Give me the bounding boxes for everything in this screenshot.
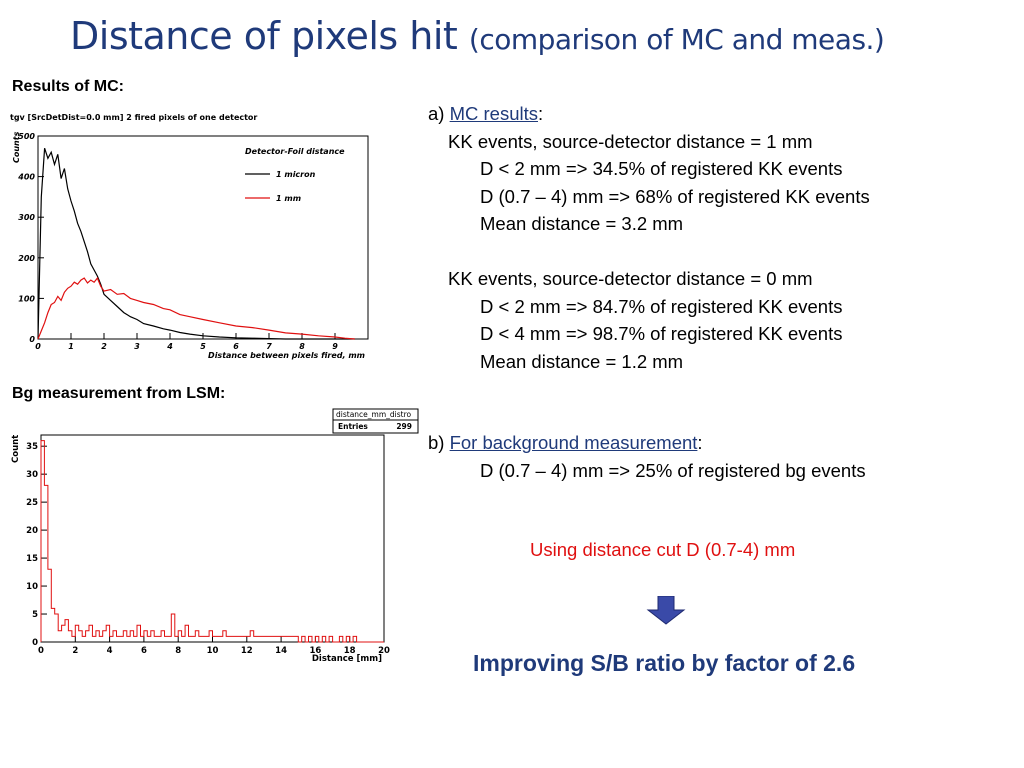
bg-x-axis-label: Distance [mm] bbox=[312, 654, 382, 664]
bg-y-ticks: 0 5 10 15 20 25 30 35 bbox=[26, 442, 47, 648]
bg-y-tick-label: 10 bbox=[26, 582, 38, 592]
bg-x-ticks: 0 2 4 6 8 10 12 14 16 18 20 bbox=[38, 636, 390, 656]
bg-stats-entries-value: 299 bbox=[396, 422, 412, 431]
bg-x-tick-label: 6 bbox=[141, 646, 147, 656]
mc-y-tick-label: 100 bbox=[18, 294, 35, 303]
mc-group1-line-3: Mean distance = 3.2 mm bbox=[480, 213, 684, 234]
mc-legend-label-1-micron: 1 micron bbox=[276, 170, 316, 179]
mc-series-1-mm bbox=[37, 276, 355, 340]
distance-cut-text: Using distance cut D (0.7-4) mm bbox=[530, 539, 796, 560]
mc-results-heading: a) MC results: bbox=[428, 100, 870, 128]
mc-series-1-micron bbox=[37, 148, 355, 340]
bg-y-axis-label: Count bbox=[11, 435, 21, 463]
mc-y-axis-label: Counts bbox=[12, 131, 21, 163]
bg-x-tick-label: 4 bbox=[107, 646, 113, 656]
bg-y-tick-label: 15 bbox=[26, 554, 38, 564]
bg-x-tick-label: 14 bbox=[275, 646, 287, 656]
bg-x-tick-label: 20 bbox=[378, 646, 390, 656]
mc-y-tick-label: 0 bbox=[29, 335, 35, 344]
mc-legend-label-1-mm: 1 mm bbox=[276, 194, 301, 203]
bg-histogram-bars bbox=[40, 440, 384, 643]
bg-x-tick-label: 2 bbox=[72, 646, 78, 656]
mc-y-tick-label: 300 bbox=[18, 213, 35, 222]
bg-x-tick-label: 8 bbox=[175, 646, 181, 656]
bg-x-tick-label: 0 bbox=[38, 646, 44, 656]
mc-group2-line-3: Mean distance = 1.2 mm bbox=[480, 350, 684, 372]
conclusion-text: Improving S/B ratio by factor of 2.6 bbox=[473, 650, 856, 676]
mc-plot-frame bbox=[37, 135, 369, 340]
mc-y-tick-label: 400 bbox=[17, 173, 35, 182]
mc-group1-line-2: D (0.7 – 4) mm => 68% of registered KK e… bbox=[480, 185, 870, 207]
bg-y-tick-label: 30 bbox=[26, 470, 38, 480]
bg-stats-entries-label: Entries bbox=[338, 422, 368, 431]
mc-y-tick-label: 200 bbox=[18, 254, 35, 263]
down-arrow-icon bbox=[646, 596, 686, 625]
bg-stats-box bbox=[332, 408, 419, 434]
bg-y-tick-label: 25 bbox=[26, 498, 38, 508]
title-sub: (comparison of MC and meas.) bbox=[468, 23, 885, 56]
mc-legend-title: Detector-Foil distance bbox=[245, 147, 345, 156]
bg-y-tick-label: 5 bbox=[32, 610, 38, 620]
mc-results-colon: : bbox=[538, 103, 544, 124]
mc-group1-header: KK events, source-detector distance = 1 … bbox=[448, 130, 813, 152]
mc-x-tick-label: 7 bbox=[266, 342, 272, 351]
mc-x-tick-label: 2 bbox=[101, 342, 107, 351]
mc-results-block: a) MC results: KK events, source-detecto… bbox=[428, 100, 870, 375]
mc-x-tick-label: 5 bbox=[200, 342, 206, 351]
mc-results-link[interactable]: MC results bbox=[449, 103, 538, 124]
mc-x-axis-label: Distance between pixels fired, mm bbox=[208, 351, 365, 360]
bg-results-block: b) For background measurement: D (0.7 – … bbox=[428, 429, 866, 484]
bg-x-tick-label: 12 bbox=[241, 646, 253, 656]
mc-x-ticks: 0 1 2 3 4 5 6 7 8 9 bbox=[35, 333, 338, 351]
bg-x-tick-label: 10 bbox=[207, 646, 219, 656]
mc-y-tick-label: 500 bbox=[18, 132, 35, 141]
bg-results-colon: : bbox=[697, 432, 703, 453]
mc-x-tick-label: 6 bbox=[233, 342, 239, 351]
spacer bbox=[428, 238, 870, 266]
mc-group2-line-2: D < 4 mm => 98.7% of registered KK event… bbox=[480, 323, 843, 344]
mc-y-ticks: 0 100 200 300 400 500 bbox=[17, 132, 44, 344]
mc-section-label: Results of MC: bbox=[12, 78, 124, 95]
mc-group1-line-1: D < 2 mm => 34.5% of registered KK event… bbox=[480, 158, 843, 179]
bg-stats-name: distance_mm_distro bbox=[336, 410, 412, 419]
mc-x-tick-label: 4 bbox=[166, 342, 173, 351]
slide-title: Distance of pixels hit (comparison of MC… bbox=[70, 14, 885, 58]
bg-results-heading: b) For background measurement: bbox=[428, 429, 866, 457]
mc-chart-title: tgv [SrcDetDist=0.0 mm] 2 fired pixels o… bbox=[10, 113, 257, 122]
mc-x-tick-label: 3 bbox=[134, 342, 140, 351]
mc-group2-line-1: D < 2 mm => 84.7% of registered KK event… bbox=[480, 295, 843, 317]
title-main: Distance of pixels hit bbox=[70, 14, 458, 58]
bg-plot-frame bbox=[40, 434, 385, 643]
mc-x-tick-label: 0 bbox=[35, 342, 41, 351]
bg-x-tick-label: 16 bbox=[309, 646, 321, 656]
bg-results-line: D (0.7 – 4) mm => 25% of registered bg e… bbox=[480, 459, 866, 481]
bg-distance-histogram: distance_mm_distro Entries 299 Count 0 5 1… bbox=[11, 408, 419, 664]
bg-y-tick-label: 20 bbox=[26, 526, 38, 536]
bg-section-label: Bg measurement from LSM: bbox=[12, 385, 226, 402]
bg-results-link[interactable]: For background measurement bbox=[449, 432, 698, 453]
bg-y-tick-label: 0 bbox=[32, 638, 38, 648]
bg-results-prefix: b) bbox=[428, 432, 450, 453]
mc-x-tick-label: 9 bbox=[332, 342, 338, 351]
bg-y-tick-label: 35 bbox=[26, 442, 38, 452]
bg-x-tick-label: 18 bbox=[344, 646, 356, 656]
mc-distance-chart: tgv [SrcDetDist=0.0 mm] 2 fired pixels o… bbox=[10, 113, 369, 360]
mc-x-tick-label: 1 bbox=[68, 342, 74, 351]
mc-x-tick-label: 8 bbox=[299, 342, 305, 351]
mc-group2-header: KK events, source-detector distance = 0 … bbox=[448, 268, 813, 289]
mc-results-prefix: a) bbox=[428, 103, 450, 124]
